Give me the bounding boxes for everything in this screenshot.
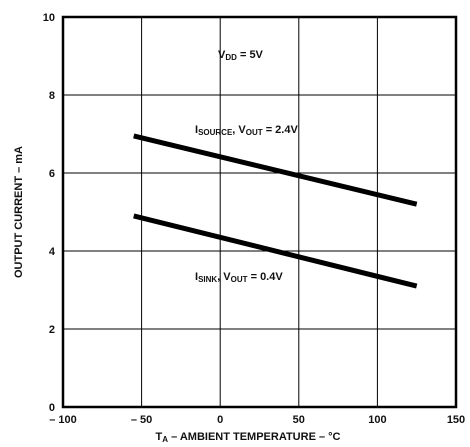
sink-series-label: ISINK, VOUT = 0.4V xyxy=(195,271,283,284)
x-tick-label: – 100 xyxy=(49,414,77,426)
y-axis-title: OUTPUT CURRENT – mA xyxy=(13,146,25,278)
plot-frame xyxy=(61,15,458,409)
sink-current-line xyxy=(133,213,418,289)
source-current-line xyxy=(133,133,418,207)
x-tick-label: 0 xyxy=(217,414,223,426)
x-axis-title: TA – AMBIENT TEMPERATURE – °C xyxy=(156,431,341,444)
x-tick-label: 100 xyxy=(368,414,386,426)
x-tick-label: 150 xyxy=(447,414,465,426)
x-tick-label: 50 xyxy=(293,414,305,426)
y-tick-label: 0 xyxy=(49,402,55,414)
y-tick-label: 8 xyxy=(49,90,55,102)
y-tick-label: 6 xyxy=(49,168,55,180)
y-tick-label: 2 xyxy=(49,324,55,336)
y-tick-label: 4 xyxy=(49,246,56,258)
y-tick-labels: 0 2 4 6 8 10 xyxy=(43,12,56,414)
x-tick-labels: – 100 – 50 0 50 100 150 xyxy=(49,414,465,426)
grid xyxy=(63,17,456,407)
y-tick-label: 10 xyxy=(43,12,55,24)
vdd-annotation: VDD = 5V xyxy=(218,49,264,62)
source-series-label: ISOURCE, VOUT = 2.4V xyxy=(195,124,298,137)
x-tick-label: – 50 xyxy=(131,414,152,426)
series-group xyxy=(133,133,418,289)
